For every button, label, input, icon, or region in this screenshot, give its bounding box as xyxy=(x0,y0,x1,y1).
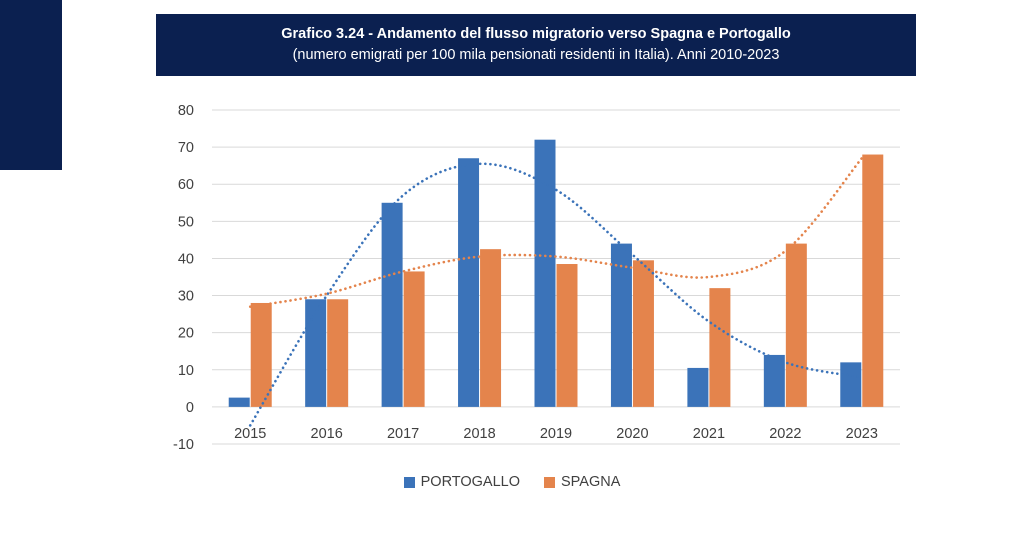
x-tick-label: 2023 xyxy=(846,426,878,442)
y-tick-label: 10 xyxy=(178,363,194,379)
legend-item-portogallo: PORTOGALLO xyxy=(403,474,521,490)
bar-spagna-2020 xyxy=(632,260,654,407)
bar-portogallo-2022 xyxy=(763,354,785,407)
bar-portogallo-2023 xyxy=(840,362,862,407)
bar-spagna-2015 xyxy=(250,302,272,407)
legend-swatch-spagna xyxy=(544,476,556,488)
bar-spagna-2018 xyxy=(480,249,502,407)
y-tick-label: 60 xyxy=(178,177,194,193)
bar-spagna-2022 xyxy=(785,243,807,407)
x-tick-label: 2015 xyxy=(234,426,266,442)
y-tick-label: 50 xyxy=(178,214,194,230)
x-tick-label: 2021 xyxy=(693,426,725,442)
side-decoration-block xyxy=(0,0,62,170)
bar-portogallo-2015 xyxy=(228,397,250,407)
bar-portogallo-2019 xyxy=(534,139,556,407)
bar-spagna-2023 xyxy=(862,154,884,407)
bar-spagna-2019 xyxy=(556,264,578,407)
legend-item-spagna: SPAGNA xyxy=(544,474,620,490)
x-tick-label: 2022 xyxy=(769,426,801,442)
y-tick-label: 80 xyxy=(178,103,194,119)
bar-spagna-2017 xyxy=(403,271,425,407)
y-tick-label: 0 xyxy=(186,400,194,416)
bar-portogallo-2020 xyxy=(610,243,632,407)
legend-label-portogallo: PORTOGALLO xyxy=(420,474,521,490)
bar-portogallo-2016 xyxy=(305,299,327,407)
trendline-spagna xyxy=(248,156,864,308)
x-tick-label: 2017 xyxy=(387,426,419,442)
bar-portogallo-2017 xyxy=(381,202,403,407)
chart-legend: PORTOGALLO SPAGNA xyxy=(0,474,1024,490)
chart-title-banner: Grafico 3.24 - Andamento del flusso migr… xyxy=(156,14,916,76)
legend-label-spagna: SPAGNA xyxy=(561,474,621,490)
bar-portogallo-2021 xyxy=(687,367,709,407)
bar-spagna-2016 xyxy=(327,299,349,407)
x-tick-label: 2016 xyxy=(311,426,343,442)
trendline-portogallo xyxy=(248,162,864,427)
y-tick-label: -10 xyxy=(173,437,194,453)
x-tick-label: 2019 xyxy=(540,426,572,442)
chart-title: Grafico 3.24 - Andamento del flusso migr… xyxy=(281,26,791,42)
y-tick-label: 70 xyxy=(178,140,194,156)
x-tick-label: 2018 xyxy=(463,426,495,442)
bar-portogallo-2018 xyxy=(458,158,480,407)
legend-swatch-portogallo xyxy=(403,476,415,488)
y-tick-label: 20 xyxy=(178,326,194,342)
chart-subtitle: (numero emigrati per 100 mila pensionati… xyxy=(292,47,780,63)
y-tick-label: 40 xyxy=(178,251,194,267)
y-tick-label: 30 xyxy=(178,289,194,305)
x-tick-label: 2020 xyxy=(616,426,648,442)
bar-spagna-2021 xyxy=(709,288,731,407)
